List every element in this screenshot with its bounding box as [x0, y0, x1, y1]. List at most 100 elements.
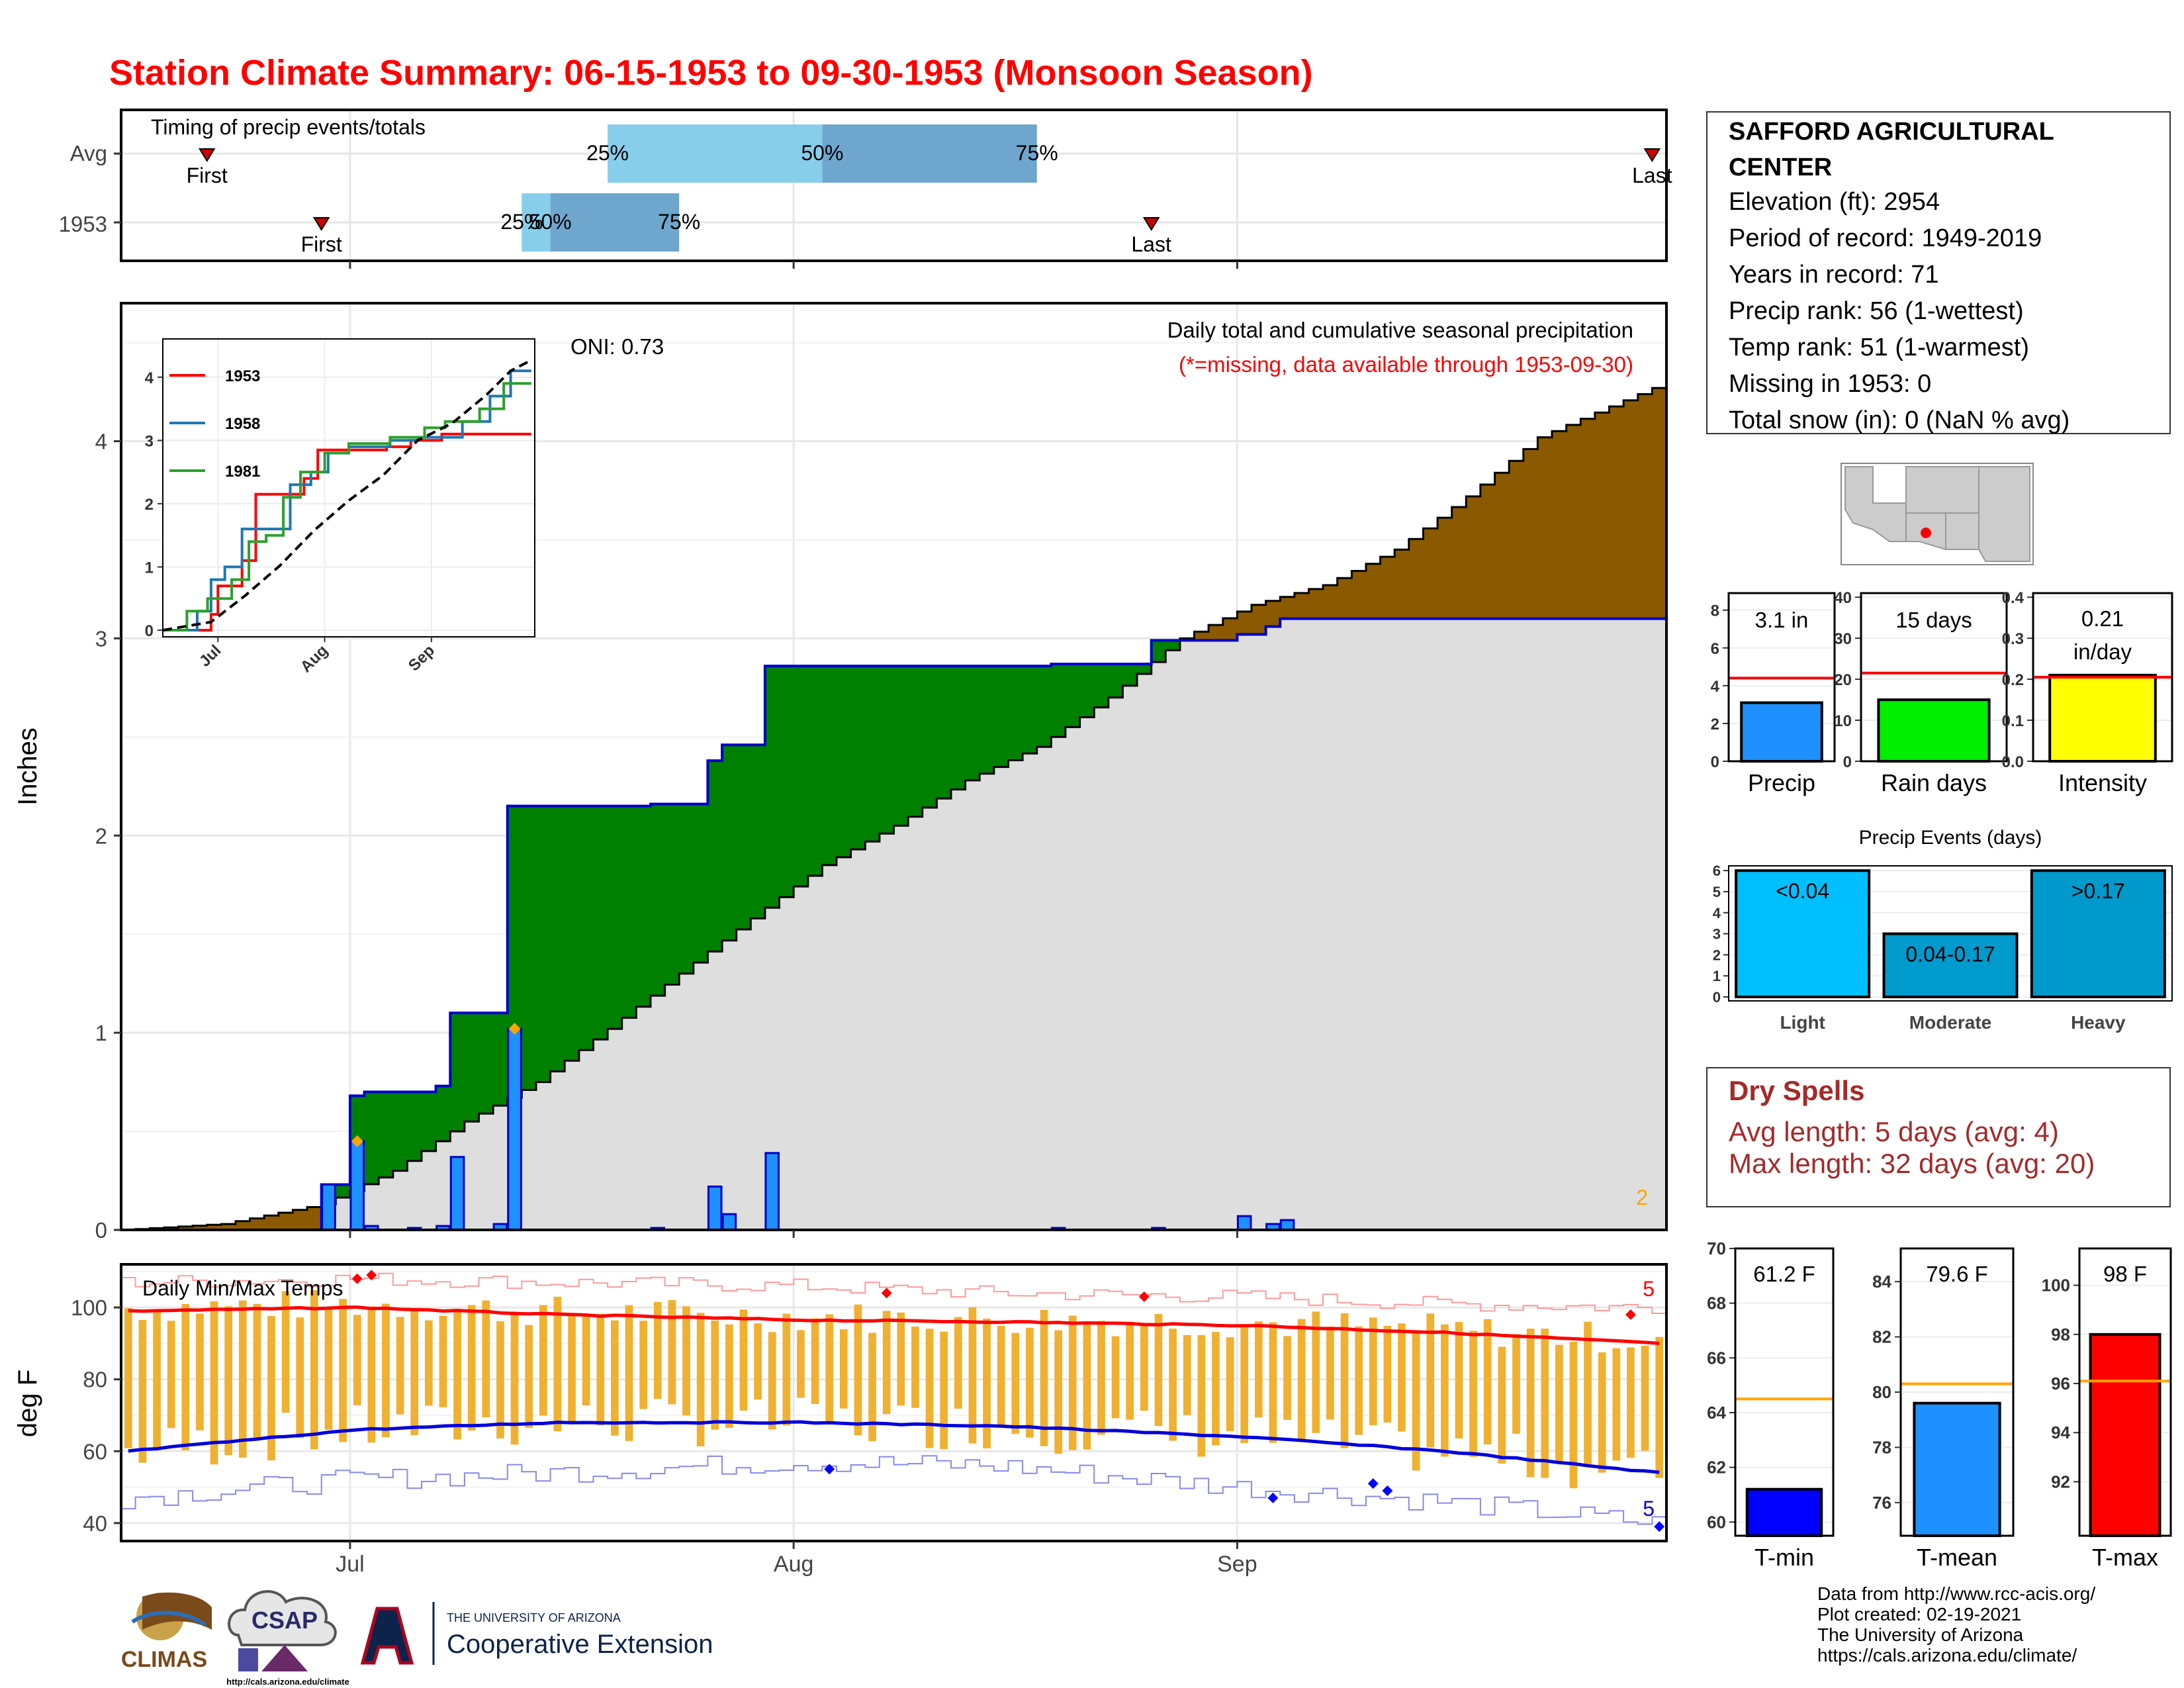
daily-temp-bar: [1140, 1326, 1148, 1411]
daily-temp-bar: [396, 1317, 404, 1415]
events-category-label: Light: [1780, 1012, 1825, 1033]
station-name: SAFFORD AGRICULTURAL: [1729, 118, 2054, 146]
above-normal-area: [464, 1013, 480, 1122]
below-normal-area: [1208, 625, 1224, 641]
daily-temp-bar: [1412, 1330, 1420, 1471]
above-normal-area: [1165, 640, 1181, 651]
timing-avg-last-label: Last: [1632, 164, 1672, 187]
daily-temp-bar: [1169, 1329, 1177, 1441]
daily-temp-bar: [482, 1300, 490, 1418]
record-low-marker: [1654, 1521, 1665, 1532]
summary-y-tick-label: 70: [1707, 1239, 1726, 1258]
daily-temp-bar: [181, 1303, 190, 1450]
below-normal-area: [1265, 600, 1281, 627]
station-map: [1841, 463, 2034, 565]
daily-temp-bar: [453, 1309, 461, 1440]
daily-precip-bar: [349, 1140, 365, 1231]
daily-temp-bar: [324, 1307, 333, 1430]
daily-temp-bar: [339, 1299, 347, 1442]
precip-y-tick-label: 2: [95, 823, 107, 848]
daily-precip-bar: [1279, 1219, 1295, 1231]
below-normal-area: [206, 1225, 222, 1230]
credit-plot-created: Plot created: 02-19-2021: [1817, 1604, 2022, 1624]
summary-value-label: 79.6 F: [1926, 1262, 1988, 1286]
station-name-cont: CENTER: [1729, 154, 1833, 181]
record-high-marker: [1138, 1291, 1150, 1302]
record-high-marker: [366, 1270, 377, 1281]
daily-temp-bar: [1526, 1329, 1535, 1477]
svg-text:Cooperative Extension: Cooperative Extension: [447, 1630, 713, 1659]
record-precip-marker: [351, 1135, 363, 1147]
avg-high-line: [128, 1305, 1660, 1345]
summary-name-label: Intensity: [2058, 769, 2147, 796]
summary-y-tick-label: 0.0: [2002, 753, 2024, 771]
above-normal-area: [407, 1092, 422, 1161]
summary-bar: [1877, 698, 1991, 763]
summary-name-label: T-mean: [1917, 1544, 1997, 1571]
below-normal-area: [1394, 549, 1410, 619]
summary-y-tick-label: 0.1: [2002, 712, 2024, 730]
above-normal-area: [507, 806, 522, 1098]
summary-y-tick-label: 2: [1711, 716, 1719, 733]
inset-y-tick-label: 0: [145, 622, 154, 640]
corner-count: 2: [1636, 1186, 1648, 1209]
record-high-line: [121, 1272, 1666, 1314]
events-category-label: Heavy: [2071, 1012, 2126, 1033]
above-normal-area: [364, 1092, 379, 1184]
below-normal-area: [1537, 437, 1553, 619]
daily-temp-bar: [1068, 1315, 1077, 1450]
summary-y-tick-label: 0.4: [2002, 589, 2025, 607]
daily-temp-bar: [1040, 1309, 1048, 1446]
cumulative-1953-line: [121, 617, 1666, 1231]
summary-y-tick-label: 96: [2051, 1374, 2070, 1393]
timing-avg-q2-bar: [822, 124, 1037, 183]
missing-days: Missing in 1953: 0: [1729, 370, 1932, 398]
above-normal-area: [450, 1013, 465, 1132]
record-precip-marker: [508, 1023, 521, 1035]
summary-name-label: T-min: [1754, 1544, 1814, 1571]
years-in-record: Years in record: 71: [1729, 261, 1939, 289]
daily-temp-bar: [1426, 1313, 1435, 1448]
above-normal-area: [636, 806, 651, 1007]
daily-temp-bar: [510, 1311, 519, 1445]
month-tick-label: Jul: [336, 1552, 364, 1577]
daily-temp-bar: [1312, 1311, 1320, 1433]
daily-temp-bar: [1598, 1352, 1606, 1473]
daily-temp-bar: [1641, 1345, 1649, 1451]
timing-avg-last-marker: [1643, 148, 1661, 162]
events-bar-label: 0.04-0.17: [1905, 943, 1995, 966]
daily-temp-bar: [997, 1325, 1005, 1427]
daily-temp-bar: [1541, 1329, 1549, 1478]
daily-temp-bar: [882, 1311, 891, 1415]
record-high-marker: [881, 1288, 892, 1299]
timing-label: Timing of precip events/totals: [151, 115, 426, 139]
summary-y-tick-label: 6: [1711, 640, 1719, 658]
inset-line-1981: [163, 382, 531, 632]
daily-temp-bar: [367, 1306, 376, 1443]
events-y-tick-label: 0: [1713, 989, 1721, 1006]
above-normal-area: [435, 1086, 451, 1141]
daily-temp-bar: [1183, 1335, 1191, 1415]
temp-rank: Temp rank: 51 (1-warmest): [1729, 334, 2030, 361]
credits: Data from http://www.rcc-acis.org/ Plot …: [1817, 1583, 2095, 1665]
above-normal-area: [1079, 664, 1095, 718]
daily-temp-bar: [1283, 1336, 1291, 1420]
summary-y-tick-label: 0: [1711, 753, 1719, 771]
temp-y-tick-label: 60: [83, 1439, 107, 1464]
summary-name-label: T-max: [2092, 1544, 2158, 1571]
above-normal-area: [936, 666, 952, 799]
above-normal-area: [593, 806, 608, 1040]
events-bar-label: >0.17: [2071, 879, 2125, 903]
temperature-panel: 40 60 80 100 Daily Min/Max Temps deg F 5 5: [13, 1263, 1668, 1542]
daily-temp-bar: [739, 1309, 748, 1411]
record-low-line: [121, 1455, 1666, 1525]
timing-year-last-marker: [1142, 217, 1160, 231]
daily-temp-bar: [682, 1306, 690, 1416]
events-bar: [2030, 869, 2166, 998]
timing-avg-first-marker: [198, 148, 216, 162]
daily-temp-bar: [1655, 1336, 1664, 1478]
temp-y-tick-label: 40: [83, 1511, 107, 1536]
timing-year-first-label: First: [301, 232, 342, 256]
record-low-marker: [824, 1464, 835, 1475]
above-normal-area: [493, 1013, 508, 1106]
